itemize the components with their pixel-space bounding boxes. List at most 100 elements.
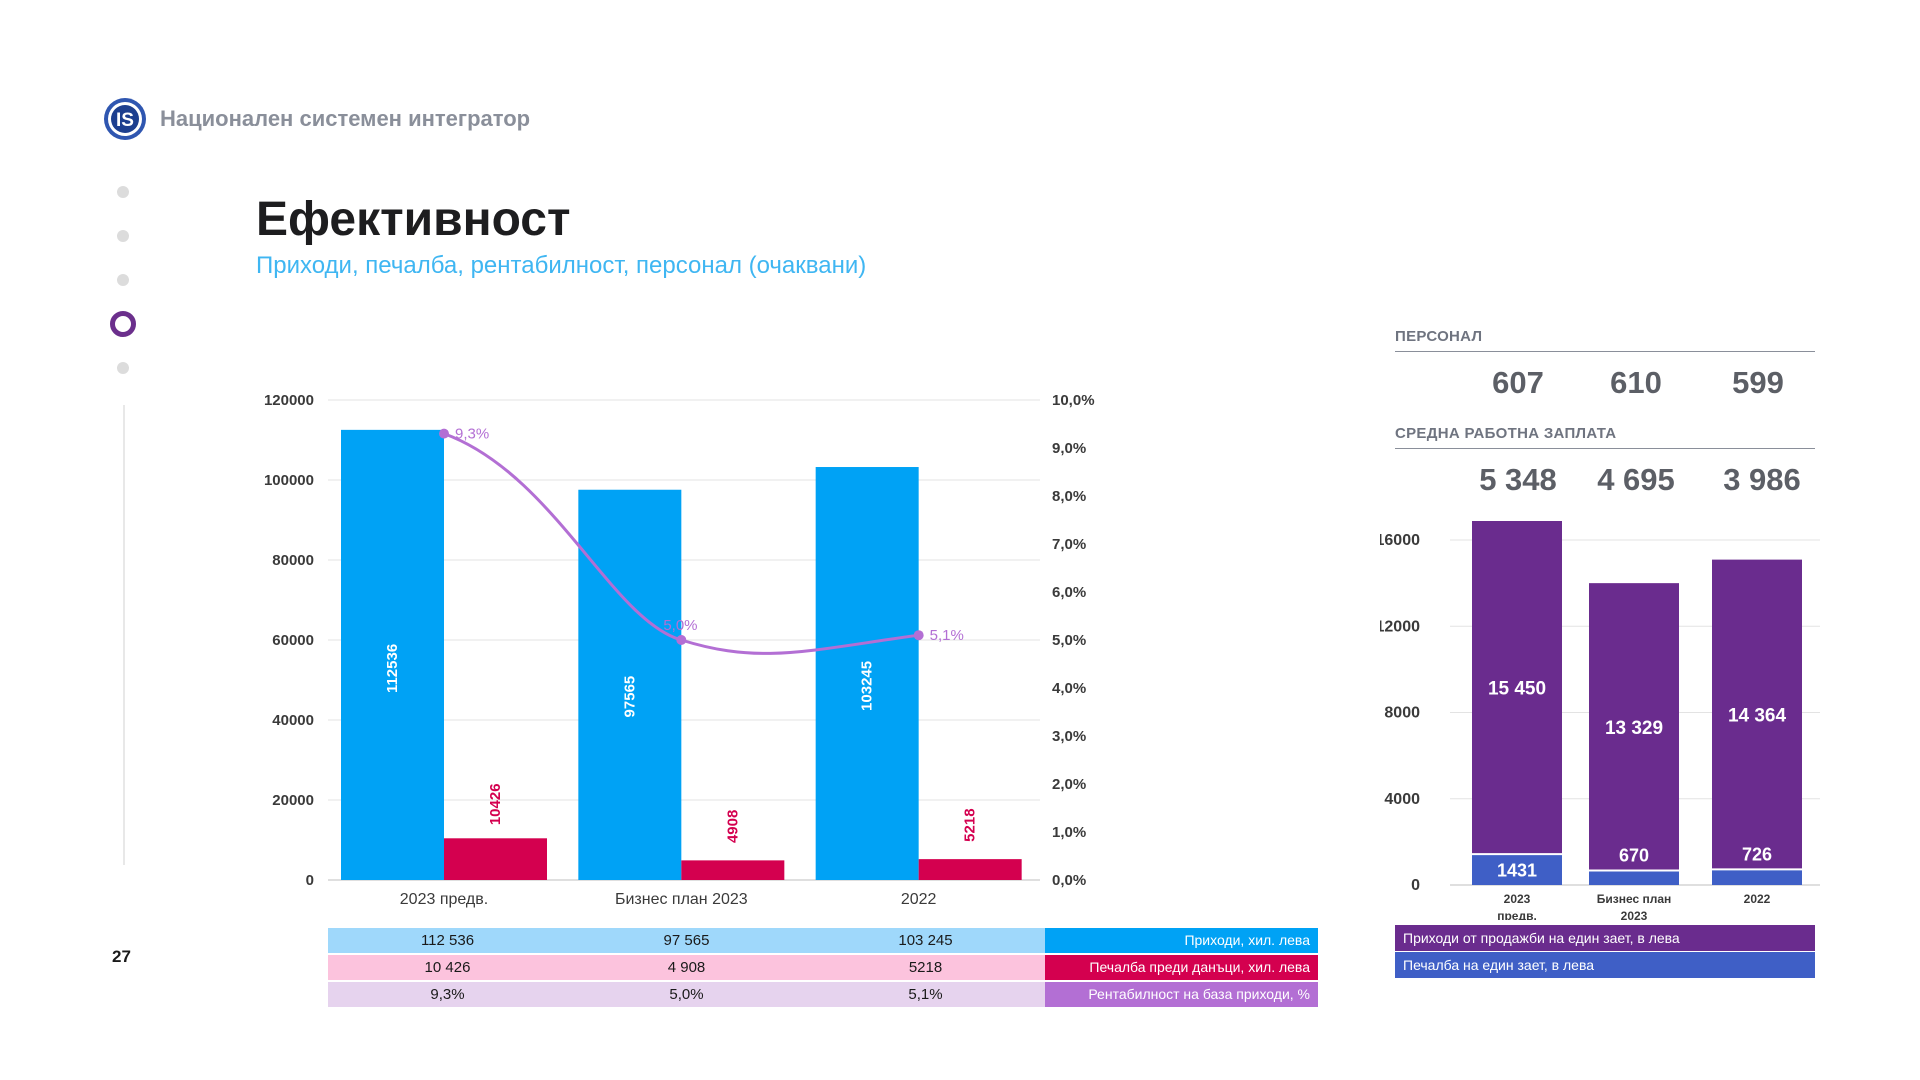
table-cell: 5,0% bbox=[669, 986, 704, 1003]
y-tick-label: 8000 bbox=[1384, 705, 1420, 722]
table-cell: 97 565 bbox=[663, 932, 710, 949]
sales-per-employee-label: 13 329 bbox=[1605, 718, 1663, 739]
rentability-point bbox=[913, 630, 924, 641]
nav-dot-2[interactable] bbox=[117, 230, 129, 242]
y2-tick-label: 0,0% bbox=[1052, 872, 1086, 889]
profit-per-employee-label: 726 bbox=[1742, 844, 1772, 864]
sales-per-employee-bar bbox=[1589, 583, 1679, 871]
per-employee-stacked-chart: 0 4000 8000 12000 16000 15 450 1431 2023 предв. 1… bbox=[1380, 521, 1820, 920]
personnel-label: ПЕРСОНАЛ bbox=[1395, 328, 1483, 345]
profit-bar-label: 10426 bbox=[487, 783, 504, 825]
y-tick-label: 120000 bbox=[264, 392, 314, 409]
sales-per-employee-bar bbox=[1712, 559, 1802, 870]
revenue-bar-label: 97565 bbox=[621, 676, 638, 718]
profit-per-employee-bar bbox=[1472, 854, 1562, 885]
table-cell: 9,3% bbox=[430, 986, 465, 1003]
legend-sales-per-employee: Приходи от продажби на един зает, в лева bbox=[1395, 925, 1815, 951]
x-tick-label: Бизнес план bbox=[1597, 892, 1672, 906]
profit-bar-label: 5218 bbox=[962, 808, 979, 841]
x-tick-label: 2022 bbox=[901, 891, 937, 908]
x-tick-label: 2023 bbox=[1504, 892, 1531, 906]
salary-divider bbox=[1395, 448, 1815, 449]
y-tick-label: 12000 bbox=[1380, 618, 1420, 635]
table-row-rentability: 9,3% 5,0% 5,1% Рентабилност на база прих… bbox=[328, 982, 1318, 1007]
revenue-bar bbox=[341, 429, 444, 880]
rentability-point-label: 9,3% bbox=[455, 426, 489, 443]
y-tick-label: 100000 bbox=[264, 472, 314, 489]
profit-bar bbox=[681, 860, 785, 880]
profit-bar-label: 4908 bbox=[724, 810, 741, 843]
y2-tick-label: 10,0% bbox=[1052, 392, 1095, 409]
rentability-point bbox=[676, 635, 687, 645]
table-cell: 112 536 bbox=[420, 932, 475, 949]
salary-value: 4 695 bbox=[1597, 462, 1675, 497]
rentability-point bbox=[439, 428, 449, 439]
salary-value: 3 986 bbox=[1723, 462, 1801, 497]
y-tick-label: 16000 bbox=[1380, 532, 1420, 549]
y-tick-label: 4000 bbox=[1384, 791, 1420, 808]
y2-tick-label: 3,0% bbox=[1052, 728, 1086, 745]
y2-tick-label: 7,0% bbox=[1052, 536, 1086, 553]
revenue-bar bbox=[815, 467, 919, 880]
table-cell: 5218 bbox=[908, 959, 943, 976]
x-tick-label: 2023 предв. bbox=[400, 891, 488, 908]
legend-profit-per-employee: Печалба на един зает, в лева bbox=[1395, 952, 1815, 978]
table-cell: 4 908 bbox=[667, 959, 706, 976]
main-combo-chart: 0 20000 40000 60000 80000 100000 120000 0,0% 1,0… bbox=[264, 392, 1095, 908]
sales-per-employee-label: 14 364 bbox=[1728, 705, 1787, 726]
y2-tick-label: 8,0% bbox=[1052, 488, 1086, 505]
rentability-point-label: 5,1% bbox=[930, 627, 964, 644]
page-title: Ефективност bbox=[256, 193, 571, 246]
nav-dot-3[interactable] bbox=[117, 274, 129, 286]
y2-tick-label: 6,0% bbox=[1052, 584, 1086, 601]
nav-dot-active[interactable] bbox=[110, 311, 136, 337]
y2-tick-label: 2,0% bbox=[1052, 776, 1086, 793]
y-tick-label: 20000 bbox=[272, 792, 314, 809]
nav-dot-5[interactable] bbox=[117, 362, 129, 374]
profit-bar bbox=[918, 859, 1022, 880]
rentability-point-label: 5,0% bbox=[663, 617, 697, 634]
personnel-value: 610 bbox=[1610, 365, 1662, 400]
legend-profit: Печалба преди данъци, хил. лева bbox=[1045, 955, 1318, 980]
y-tick-label: 0 bbox=[306, 872, 314, 889]
nav-progress-line bbox=[123, 405, 125, 865]
revenue-bar-label: 112536 bbox=[384, 644, 401, 693]
legend-rentability: Рентабилност на база приходи, % bbox=[1045, 982, 1318, 1007]
nav-dot-1[interactable] bbox=[117, 186, 129, 198]
rentability-line bbox=[443, 432, 919, 655]
profit-per-employee-bar bbox=[1712, 869, 1802, 885]
salary-label: СРЕДНА РАБОТНА ЗАПЛАТА bbox=[1395, 425, 1617, 442]
table-cell: 5,1% bbox=[908, 986, 943, 1003]
x-tick-label: Бизнес план 2023 bbox=[615, 891, 748, 908]
table-cell: 103 245 bbox=[898, 932, 953, 949]
personnel-divider bbox=[1395, 351, 1815, 352]
y2-tick-label: 9,0% bbox=[1052, 440, 1086, 457]
y-tick-label: 0 bbox=[1411, 877, 1420, 894]
profit-per-employee-bar bbox=[1589, 870, 1679, 885]
sales-per-employee-bar bbox=[1472, 521, 1562, 855]
profit-per-employee-label: 670 bbox=[1619, 846, 1649, 866]
y2-tick-label: 1,0% bbox=[1052, 824, 1086, 841]
personnel-value: 599 bbox=[1732, 365, 1784, 400]
revenue-bar bbox=[578, 489, 682, 880]
brand-name: Национален системен интегратор bbox=[160, 106, 531, 131]
sales-per-employee-label: 15 450 bbox=[1488, 679, 1546, 700]
company-logo: IS bbox=[104, 98, 146, 140]
x-tick-label: 2022 bbox=[1744, 892, 1771, 906]
table-cell: 10 426 bbox=[424, 959, 471, 976]
page-number: 27 bbox=[112, 947, 131, 966]
y-tick-label: 80000 bbox=[272, 552, 314, 569]
salary-value: 5 348 bbox=[1479, 462, 1557, 497]
y2-tick-label: 4,0% bbox=[1052, 680, 1086, 697]
y2-tick-label: 5,0% bbox=[1052, 632, 1086, 649]
table-row-revenue: 112 536 97 565 103 245 Приходи, хил. лев… bbox=[328, 928, 1318, 953]
profit-per-employee-label: 1431 bbox=[1497, 861, 1537, 881]
personnel-value: 607 bbox=[1492, 365, 1544, 400]
y-tick-label: 60000 bbox=[272, 632, 314, 649]
x-tick-label: 2023 bbox=[1621, 909, 1648, 920]
y-tick-label: 40000 bbox=[272, 712, 314, 729]
legend-revenue: Приходи, хил. лева bbox=[1045, 928, 1318, 953]
page-subtitle: Приходи, печалба, рентабилност, персонал… bbox=[256, 252, 867, 279]
profit-bar bbox=[444, 838, 547, 880]
x-tick-label: предв. bbox=[1497, 909, 1537, 920]
